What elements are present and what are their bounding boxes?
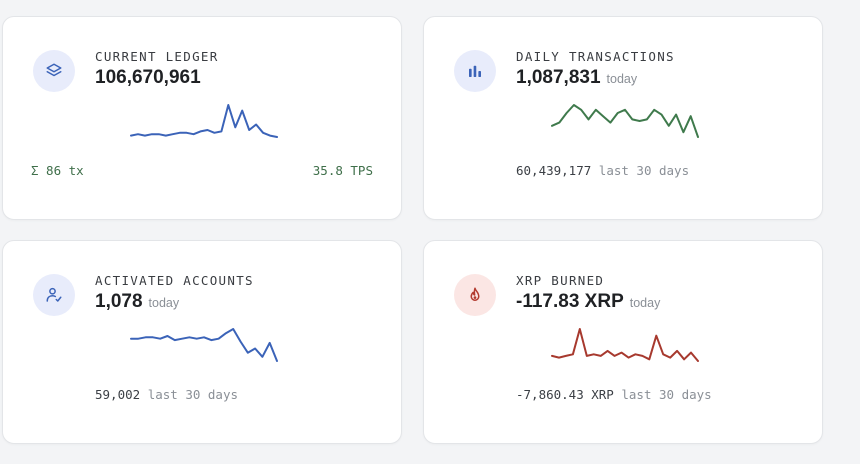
footer-suffix: last 30 days (621, 387, 712, 402)
footer-value: 59,002 (95, 387, 141, 402)
burned-sparkline (551, 328, 699, 362)
user-check-icon (33, 274, 75, 316)
card-label: XRP BURNED (516, 273, 605, 288)
card-value: -117.83 XRP (516, 291, 624, 312)
transactions-sparkline-line (551, 104, 699, 138)
bar-chart-icon (454, 50, 496, 92)
card-value: 1,087,831 (516, 67, 601, 88)
ledger-sparkline (130, 104, 278, 138)
card-value: 1,078 (95, 291, 143, 312)
transactions-sparkline (551, 104, 699, 138)
burned-30d: -7,860.43 XRP last 30 days (516, 387, 712, 402)
layers-icon (33, 50, 75, 92)
card-value-suffix: today (629, 296, 661, 310)
card-value-suffix: today (606, 72, 638, 86)
transactions-30d: 60,439,177 last 30 days (516, 163, 689, 178)
card-label: ACTIVATED ACCOUNTS (95, 273, 254, 288)
activated-accounts-card: ACTIVATED ACCOUNTS 1,078 today 59,002 la… (2, 240, 402, 444)
ledger-sparkline-line (130, 104, 278, 138)
burned-sparkline-line (551, 328, 699, 362)
daily-transactions-card: DAILY TRANSACTIONS 1,087,831 today 60,43… (423, 16, 823, 220)
accounts-sparkline-line (130, 328, 278, 362)
ledger-tx-count: Σ 86 tx (31, 163, 84, 178)
card-label: DAILY TRANSACTIONS (516, 49, 675, 64)
footer-suffix: last 30 days (598, 163, 690, 178)
ledger-tps: 35.8 TPS (312, 163, 373, 178)
footer-suffix: last 30 days (147, 387, 238, 402)
accounts-30d: 59,002 last 30 days (95, 387, 238, 402)
xrp-burned-card: XRP BURNED -117.83 XRP today -7,860.43 X… (423, 240, 823, 444)
flame-icon (454, 274, 496, 316)
accounts-sparkline (130, 328, 278, 362)
card-value-suffix: today (148, 296, 180, 310)
card-label: CURRENT LEDGER (95, 49, 219, 64)
current-ledger-card: CURRENT LEDGER 106,670,961 Σ 86 tx 35.8 … (2, 16, 402, 220)
footer-value: -7,860.43 XRP (516, 387, 614, 402)
card-value: 106,670,961 (95, 67, 201, 88)
footer-value: 60,439,177 (516, 163, 592, 178)
